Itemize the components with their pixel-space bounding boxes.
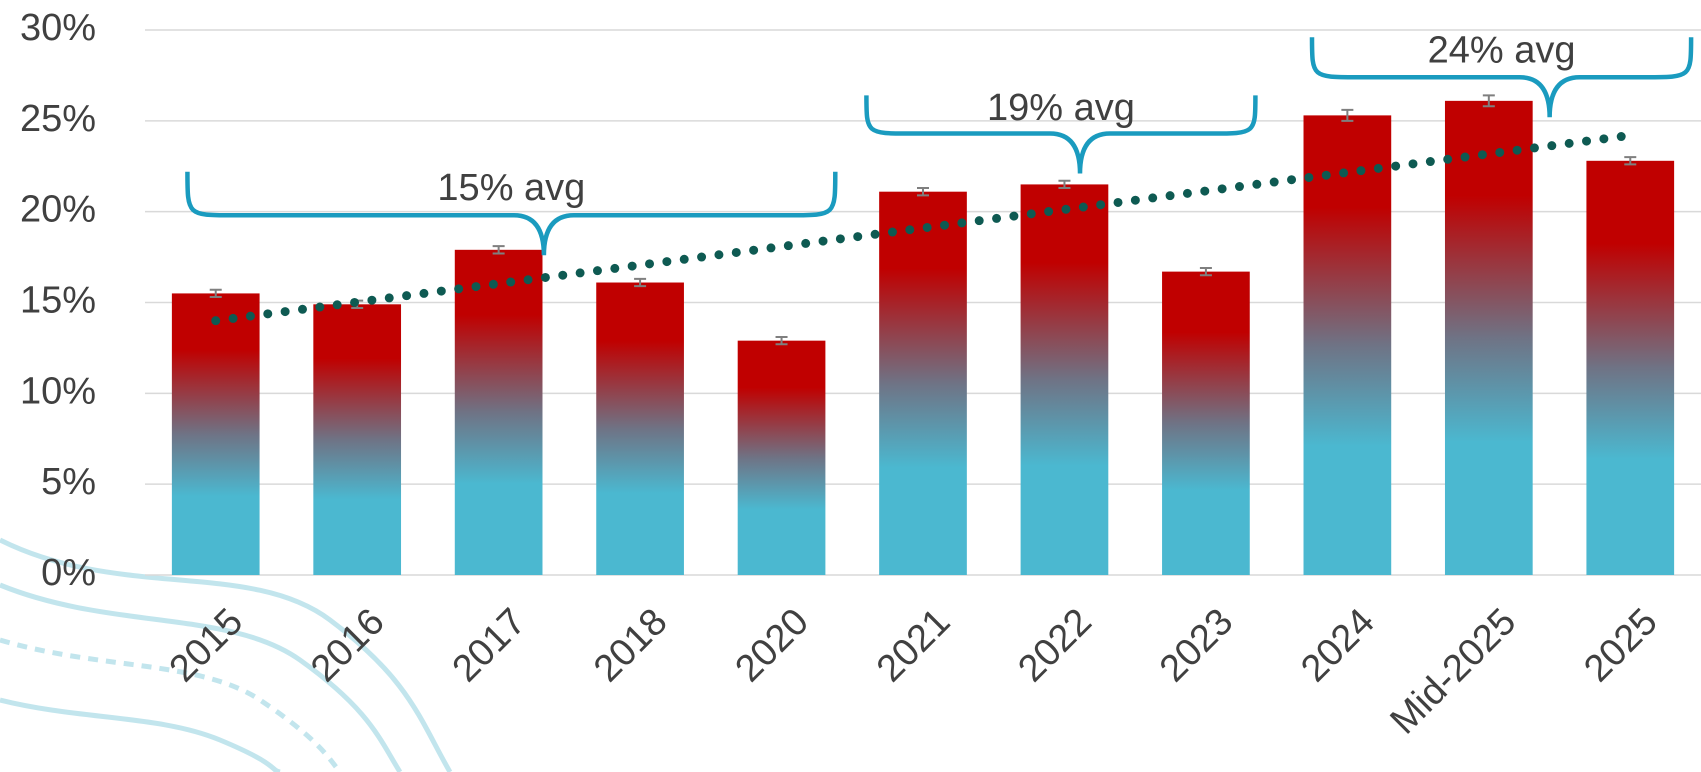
x-tick-label: 2023	[1152, 601, 1241, 690]
bar	[313, 304, 401, 575]
bar	[596, 283, 684, 575]
x-tick-label: 2020	[728, 601, 817, 690]
y-tick-label: 5%	[41, 461, 96, 503]
x-tick-label: Mid-2025	[1383, 601, 1525, 743]
x-tick-label: 2025	[1576, 601, 1665, 690]
y-tick-label: 30%	[20, 7, 96, 49]
bar	[1304, 115, 1392, 575]
annotation: 19% avg	[987, 87, 1135, 129]
bar	[1586, 161, 1674, 575]
y-tick-label: 20%	[20, 189, 96, 231]
chart: 0% 5% 10% 15% 20% 25% 30% 2015 2016 2017 2018 2020 2…	[0, 0, 1701, 772]
bar	[1162, 272, 1250, 575]
y-tick-label: 10%	[20, 370, 96, 412]
x-tick-label: 2021	[869, 601, 958, 690]
x-tick-label: 2015	[162, 601, 251, 690]
y-tick-label: 15%	[20, 280, 96, 322]
x-tick-label: 2024	[1293, 601, 1382, 690]
x-tick-label: 2017	[445, 601, 534, 690]
y-tick-label: 25%	[20, 98, 96, 140]
bar	[879, 192, 967, 575]
bar	[1021, 184, 1109, 575]
bar	[738, 341, 826, 575]
x-tick-label: 2022	[1010, 601, 1099, 690]
bar	[1445, 101, 1533, 575]
bar	[172, 293, 260, 575]
annotation: 24% avg	[1428, 30, 1576, 72]
y-tick-label: 0%	[41, 552, 96, 594]
x-tick-label: 2018	[586, 601, 675, 690]
x-tick-label: 2016	[303, 601, 392, 690]
annotation: 15% avg	[437, 167, 585, 209]
bar	[455, 250, 543, 575]
